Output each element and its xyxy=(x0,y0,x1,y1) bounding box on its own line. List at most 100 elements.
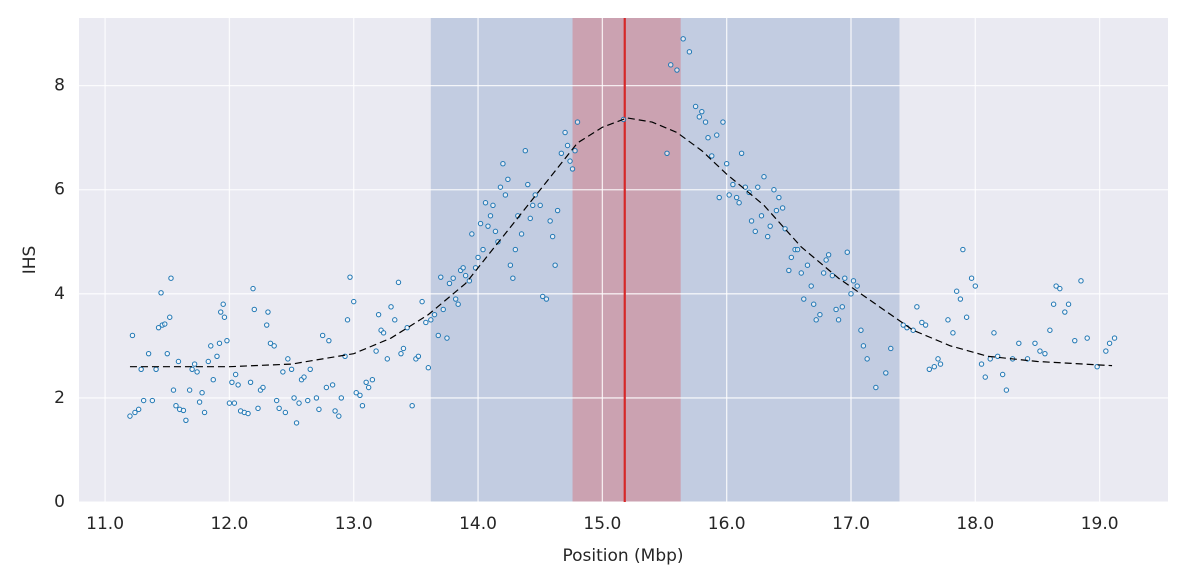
data-point xyxy=(153,366,159,372)
data-point xyxy=(530,202,536,209)
data-point xyxy=(919,319,925,326)
data-point xyxy=(686,49,693,55)
data-point xyxy=(162,321,168,327)
data-point xyxy=(1053,283,1059,289)
data-point xyxy=(788,254,795,261)
data-point xyxy=(748,218,755,224)
data-point xyxy=(353,390,359,396)
x-tick-label: 12.0 xyxy=(210,514,248,534)
data-point xyxy=(987,356,993,362)
data-point xyxy=(786,267,792,274)
data-point xyxy=(145,350,152,357)
data-point xyxy=(522,148,528,154)
data-point xyxy=(271,343,277,349)
data-point xyxy=(1016,340,1022,346)
data-point xyxy=(235,382,241,388)
data-point xyxy=(502,192,509,198)
data-point xyxy=(813,317,819,323)
data-point xyxy=(208,343,214,349)
data-point xyxy=(380,330,387,336)
plot-background xyxy=(79,18,1168,502)
data-point xyxy=(158,290,164,296)
data-point xyxy=(462,272,469,279)
data-point xyxy=(1047,327,1053,333)
data-point xyxy=(226,400,233,406)
data-point xyxy=(409,403,415,409)
data-point xyxy=(705,134,711,141)
data-point xyxy=(512,246,519,253)
data-point xyxy=(808,283,814,289)
data-point xyxy=(301,374,307,380)
data-point xyxy=(804,262,811,268)
data-point xyxy=(431,311,438,318)
data-point xyxy=(438,274,444,280)
data-point xyxy=(1032,340,1038,346)
data-point xyxy=(883,370,889,376)
data-point xyxy=(415,353,422,359)
data-point xyxy=(702,119,709,125)
data-point xyxy=(794,246,801,253)
data-point xyxy=(692,103,699,110)
data-point xyxy=(344,317,351,323)
data-point xyxy=(260,384,266,391)
data-point xyxy=(968,275,975,281)
data-point xyxy=(199,390,205,396)
data-point xyxy=(674,67,680,73)
data-point xyxy=(765,233,771,240)
data-point xyxy=(567,158,573,164)
data-point xyxy=(127,413,133,419)
data-point xyxy=(844,249,850,255)
data-point xyxy=(323,384,330,391)
data-point xyxy=(574,119,581,125)
data-point xyxy=(982,374,988,380)
fit-curve xyxy=(129,117,1113,368)
data-point xyxy=(375,311,382,318)
data-point xyxy=(140,397,147,404)
data-point xyxy=(313,395,320,401)
data-point xyxy=(1078,278,1084,284)
data-point xyxy=(180,407,187,414)
data-point xyxy=(183,417,189,423)
data-point xyxy=(490,202,496,209)
y-tick-label: 0 xyxy=(54,492,65,512)
y-tick-label: 8 xyxy=(54,76,65,96)
data-point xyxy=(440,306,446,313)
data-point xyxy=(758,213,765,219)
data-point xyxy=(773,207,780,214)
data-point xyxy=(1003,387,1010,393)
data-point xyxy=(291,395,297,401)
data-point xyxy=(823,257,829,263)
data-point xyxy=(395,279,402,286)
data-point xyxy=(384,356,391,362)
data-point xyxy=(267,340,274,346)
data-point xyxy=(357,392,363,399)
data-point xyxy=(224,337,230,344)
data-point xyxy=(569,166,576,172)
x-tick-label: 15.0 xyxy=(583,514,621,534)
data-point xyxy=(129,332,136,339)
data-point xyxy=(767,223,773,229)
data-point xyxy=(726,192,732,198)
x-axis-label: Position (Mbp) xyxy=(562,546,683,566)
data-point xyxy=(477,220,484,227)
data-point xyxy=(532,192,538,198)
data-point xyxy=(1072,337,1078,344)
x-tick-label: 14.0 xyxy=(459,514,497,534)
data-point xyxy=(173,403,179,409)
data-point xyxy=(336,413,342,419)
data-point xyxy=(854,283,860,289)
data-point xyxy=(755,184,761,190)
data-point xyxy=(910,327,916,333)
data-point xyxy=(189,366,195,372)
data-point xyxy=(850,278,857,284)
data-point xyxy=(873,384,879,391)
data-point xyxy=(316,406,322,413)
data-point xyxy=(554,207,561,214)
x-tick-label: 13.0 xyxy=(335,514,373,534)
data-point xyxy=(168,275,174,281)
data-point xyxy=(419,298,425,305)
data-point xyxy=(444,335,450,341)
data-point xyxy=(155,324,162,331)
data-point xyxy=(480,246,486,253)
data-point xyxy=(400,345,407,352)
